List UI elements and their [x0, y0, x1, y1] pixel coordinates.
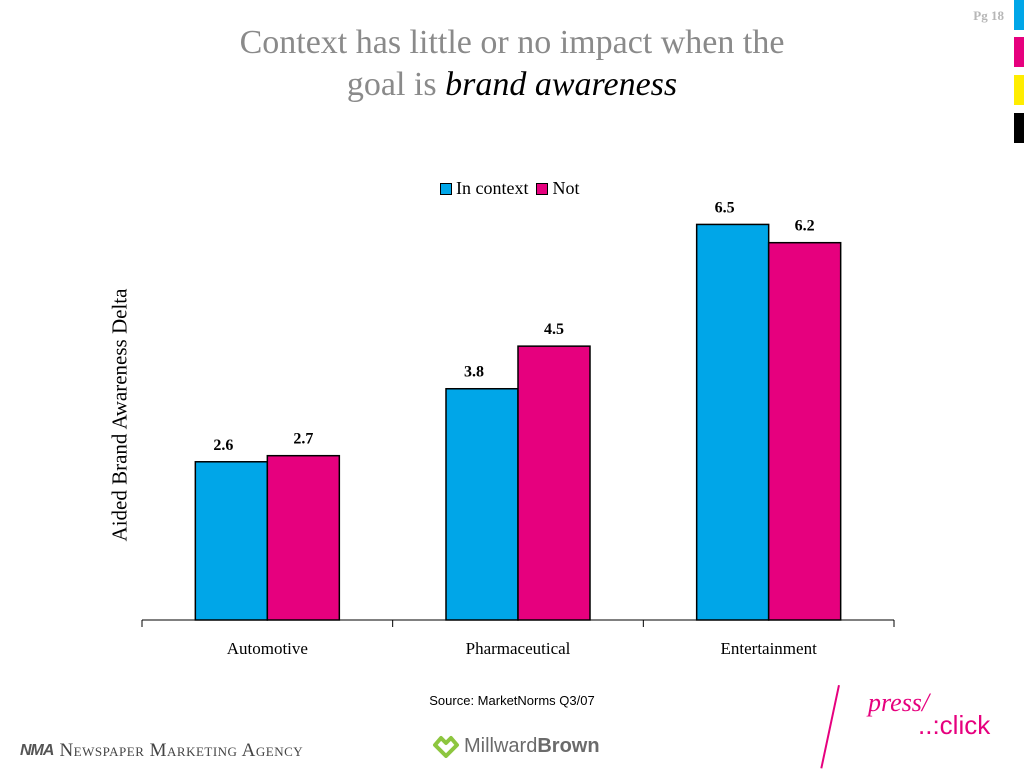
x-tick-label-pharmaceutical: Pharmaceutical: [466, 639, 571, 658]
color-strip-black: [1014, 113, 1024, 143]
legend-swatch-not: [536, 182, 549, 195]
chart-legend: In context Not: [440, 178, 587, 199]
bar-in-context-entertainment: [695, 223, 770, 621]
slide-title: Context has little or no impact when the…: [140, 22, 884, 106]
x-tick-label-entertainment: Entertainment: [721, 639, 818, 658]
color-strip-magenta: [1014, 37, 1024, 67]
legend-label-in-context: In context: [456, 178, 529, 198]
data-label: 2.7: [293, 431, 313, 448]
page-number: Pg 18: [973, 8, 1004, 23]
mb-name-b: Brown: [537, 734, 600, 757]
millward-brown-logo: MillwardBrown: [432, 734, 600, 758]
bar-not-entertainment: [767, 241, 842, 621]
data-label: 6.5: [715, 199, 735, 216]
title-line-2: goal is brand awareness: [140, 64, 884, 106]
title-line-2-italic: brand awareness: [445, 66, 678, 103]
nma-logo-text: Newspaper Marketing Agency: [59, 740, 304, 761]
x-tick-label-automotive: Automotive: [227, 639, 308, 658]
bar-in-context-automotive: [194, 461, 269, 621]
bar-not-pharmaceutical: [517, 345, 591, 621]
data-label: 6.2: [795, 218, 815, 235]
color-strip-yellow: [1014, 75, 1024, 105]
title-line-1: Context has little or no impact when the: [239, 24, 785, 61]
color-strip-cyan: [1014, 0, 1024, 30]
legend-swatch-in-context: [440, 182, 452, 195]
data-label: 3.8: [464, 364, 484, 381]
nma-logo: NMA Newspaper Marketing Agency: [20, 740, 303, 762]
title-line-2-plain: goal is: [346, 66, 446, 103]
bar-in-context-pharmaceutical: [445, 387, 519, 621]
legend-label-not: Not: [552, 178, 580, 198]
pressclick-logo-press: press/: [868, 688, 930, 717]
millward-brown-text: MillwardBrown: [464, 735, 600, 758]
data-label: 2.6: [213, 437, 233, 454]
data-label: 4.5: [544, 321, 564, 338]
bar-not-automotive: [266, 454, 341, 621]
legend-item-not: Not: [536, 178, 579, 199]
pressclick-logo-click: ..:click: [918, 710, 991, 740]
legend-item-in-context: In context: [440, 178, 528, 199]
millward-brown-icon: [433, 736, 459, 758]
mb-name-a: Millward: [464, 734, 538, 757]
source-note: Source: MarketNorms Q3/07: [429, 693, 595, 708]
nma-logo-mark: NMA: [20, 742, 54, 759]
